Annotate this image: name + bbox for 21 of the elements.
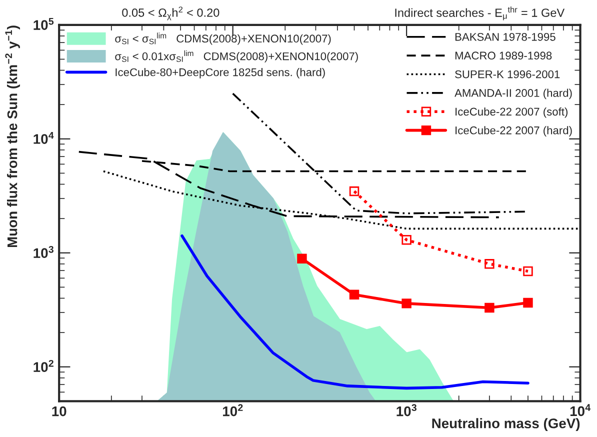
text: σ$_{SI}$ < 0.01xσ$_{SI}$$^{lim}$ CDMS(2008)+XENON10(2007) <box>115 50 358 62</box>
x-axis-title: Neutralino mass (GeV) <box>432 418 580 432</box>
x-tick-label: 10$^{2}$ <box>223 404 243 416</box>
legend-label: IceCube-22 2007 (soft) <box>456 107 568 118</box>
y-axis-title: Muon flux from the Sun (km$^{−2}$ y$^{−1}$) <box>5 26 20 248</box>
legend-label: IceCube-22 2007 (hard) <box>456 126 572 136</box>
legend-label: SUPER-K 1996-2001 <box>455 70 560 78</box>
legend-label: IceCube-80+DeepCore 1825d sens. (hard) <box>116 68 325 78</box>
text: 0.05 < Ω$_{χ}$h$^{2}$ < 0.20 <box>122 6 220 20</box>
x-tick-label: 10$^{4}$ <box>570 404 591 416</box>
legend-label: MACRO 1989-1998 <box>455 52 552 60</box>
y-tick-label: 10$^{4}$ <box>34 132 54 144</box>
text: σ$_{SI}$ < σ$_{SI}$$^{lim}$ CDMS(2008)+XENON10(2007) <box>115 32 331 45</box>
y-tick-label: 10$^{5}$ <box>34 18 54 30</box>
legend-label: BAKSAN 1978-1995 <box>455 32 556 41</box>
x-tick-label: 10$^{3}$ <box>396 404 416 416</box>
x-tick-label: 10 <box>52 406 66 416</box>
y-tick-label: 10$^{2}$ <box>34 360 54 372</box>
text: Indirect searches - E$_{μ}$$^{thr}$ = 1 GeV <box>395 6 565 20</box>
legend-label: AMANDA-II 2001 (hard) <box>454 88 572 100</box>
y-tick-label: 10$^{3}$ <box>34 246 54 258</box>
